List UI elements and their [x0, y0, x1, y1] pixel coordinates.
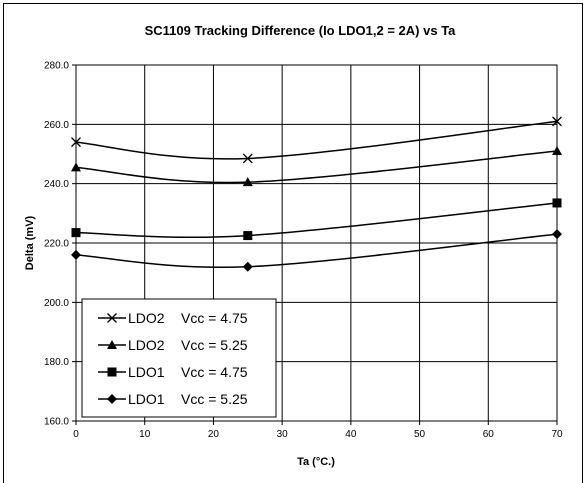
axis-ticks: 0 10 20 30 40 50 60 70 160.0 180.0 200.0 220.0 240.0… [44, 61, 563, 441]
series-layer [71, 116, 562, 272]
x-tick-label: 0 [73, 429, 79, 440]
series-4 [71, 229, 562, 272]
square-marker [107, 367, 117, 377]
series-2 [71, 146, 562, 187]
x-tick-label: 10 [139, 429, 151, 440]
square-marker [71, 228, 81, 238]
triangle-marker [71, 162, 81, 172]
x-marker [71, 137, 81, 148]
triangle-marker [552, 146, 562, 156]
legend-entry: LDO1 Vcc = 4.75 [98, 364, 248, 380]
legend-entry: LDO2 Vcc = 4.75 [98, 310, 248, 326]
y-tick-label: 260.0 [44, 120, 69, 131]
legend-vcc: Vcc = 4.75 [181, 310, 248, 326]
legend-vcc: Vcc = 5.25 [181, 337, 248, 353]
square-marker [552, 198, 562, 208]
series-1 [71, 116, 562, 164]
legend-entry: LDO2 Vcc = 5.25 [98, 337, 248, 353]
diamond-marker [242, 261, 253, 272]
diamond-marker [107, 394, 117, 404]
legend-device: LDO1 [128, 364, 165, 380]
y-tick-label: 220.0 [44, 239, 69, 250]
series-3 [71, 198, 562, 241]
x-tick-label: 70 [551, 429, 563, 440]
x-marker [107, 313, 117, 323]
x-tick-label: 60 [483, 429, 495, 440]
series-line [75, 233, 558, 269]
x-marker [552, 116, 562, 127]
x-tick-label: 20 [208, 429, 220, 440]
series-line [75, 120, 558, 160]
legend: LDO2 Vcc = 4.75 LDO2 Vcc = 5.25 LDO1 Vcc = 4.… [81, 298, 277, 418]
x-tick-label: 30 [277, 429, 289, 440]
triangle-marker [107, 340, 117, 349]
y-tick-label: 160.0 [44, 417, 69, 428]
chart-title: SC1109 Tracking Difference (Io LDO1,2 = … [145, 23, 457, 38]
x-tick-label: 50 [414, 429, 426, 440]
series-line [75, 202, 558, 238]
chart-frame [3, 3, 583, 483]
y-tick-label: 240.0 [44, 179, 69, 190]
diamond-marker [71, 249, 81, 260]
series-line [75, 150, 558, 184]
x-axis-title: Ta (°C.) [297, 456, 335, 468]
y-tick-label: 280.0 [44, 61, 69, 72]
y-tick-label: 180.0 [44, 357, 69, 368]
x-marker [242, 153, 253, 164]
x-tick-label: 40 [345, 429, 357, 440]
legend-vcc: Vcc = 5.25 [181, 391, 248, 407]
y-axis-title: Delta (mV) [24, 215, 36, 270]
y-tick-label: 200.0 [44, 298, 69, 309]
legend-device: LDO2 [128, 337, 165, 353]
square-marker [243, 231, 253, 241]
diamond-marker [552, 229, 562, 240]
legend-entry: LDO1 Vcc = 5.25 [98, 391, 248, 407]
legend-device: LDO2 [128, 310, 165, 326]
triangle-marker [242, 177, 253, 187]
legend-vcc: Vcc = 4.75 [181, 364, 248, 380]
legend-device: LDO1 [128, 391, 165, 407]
